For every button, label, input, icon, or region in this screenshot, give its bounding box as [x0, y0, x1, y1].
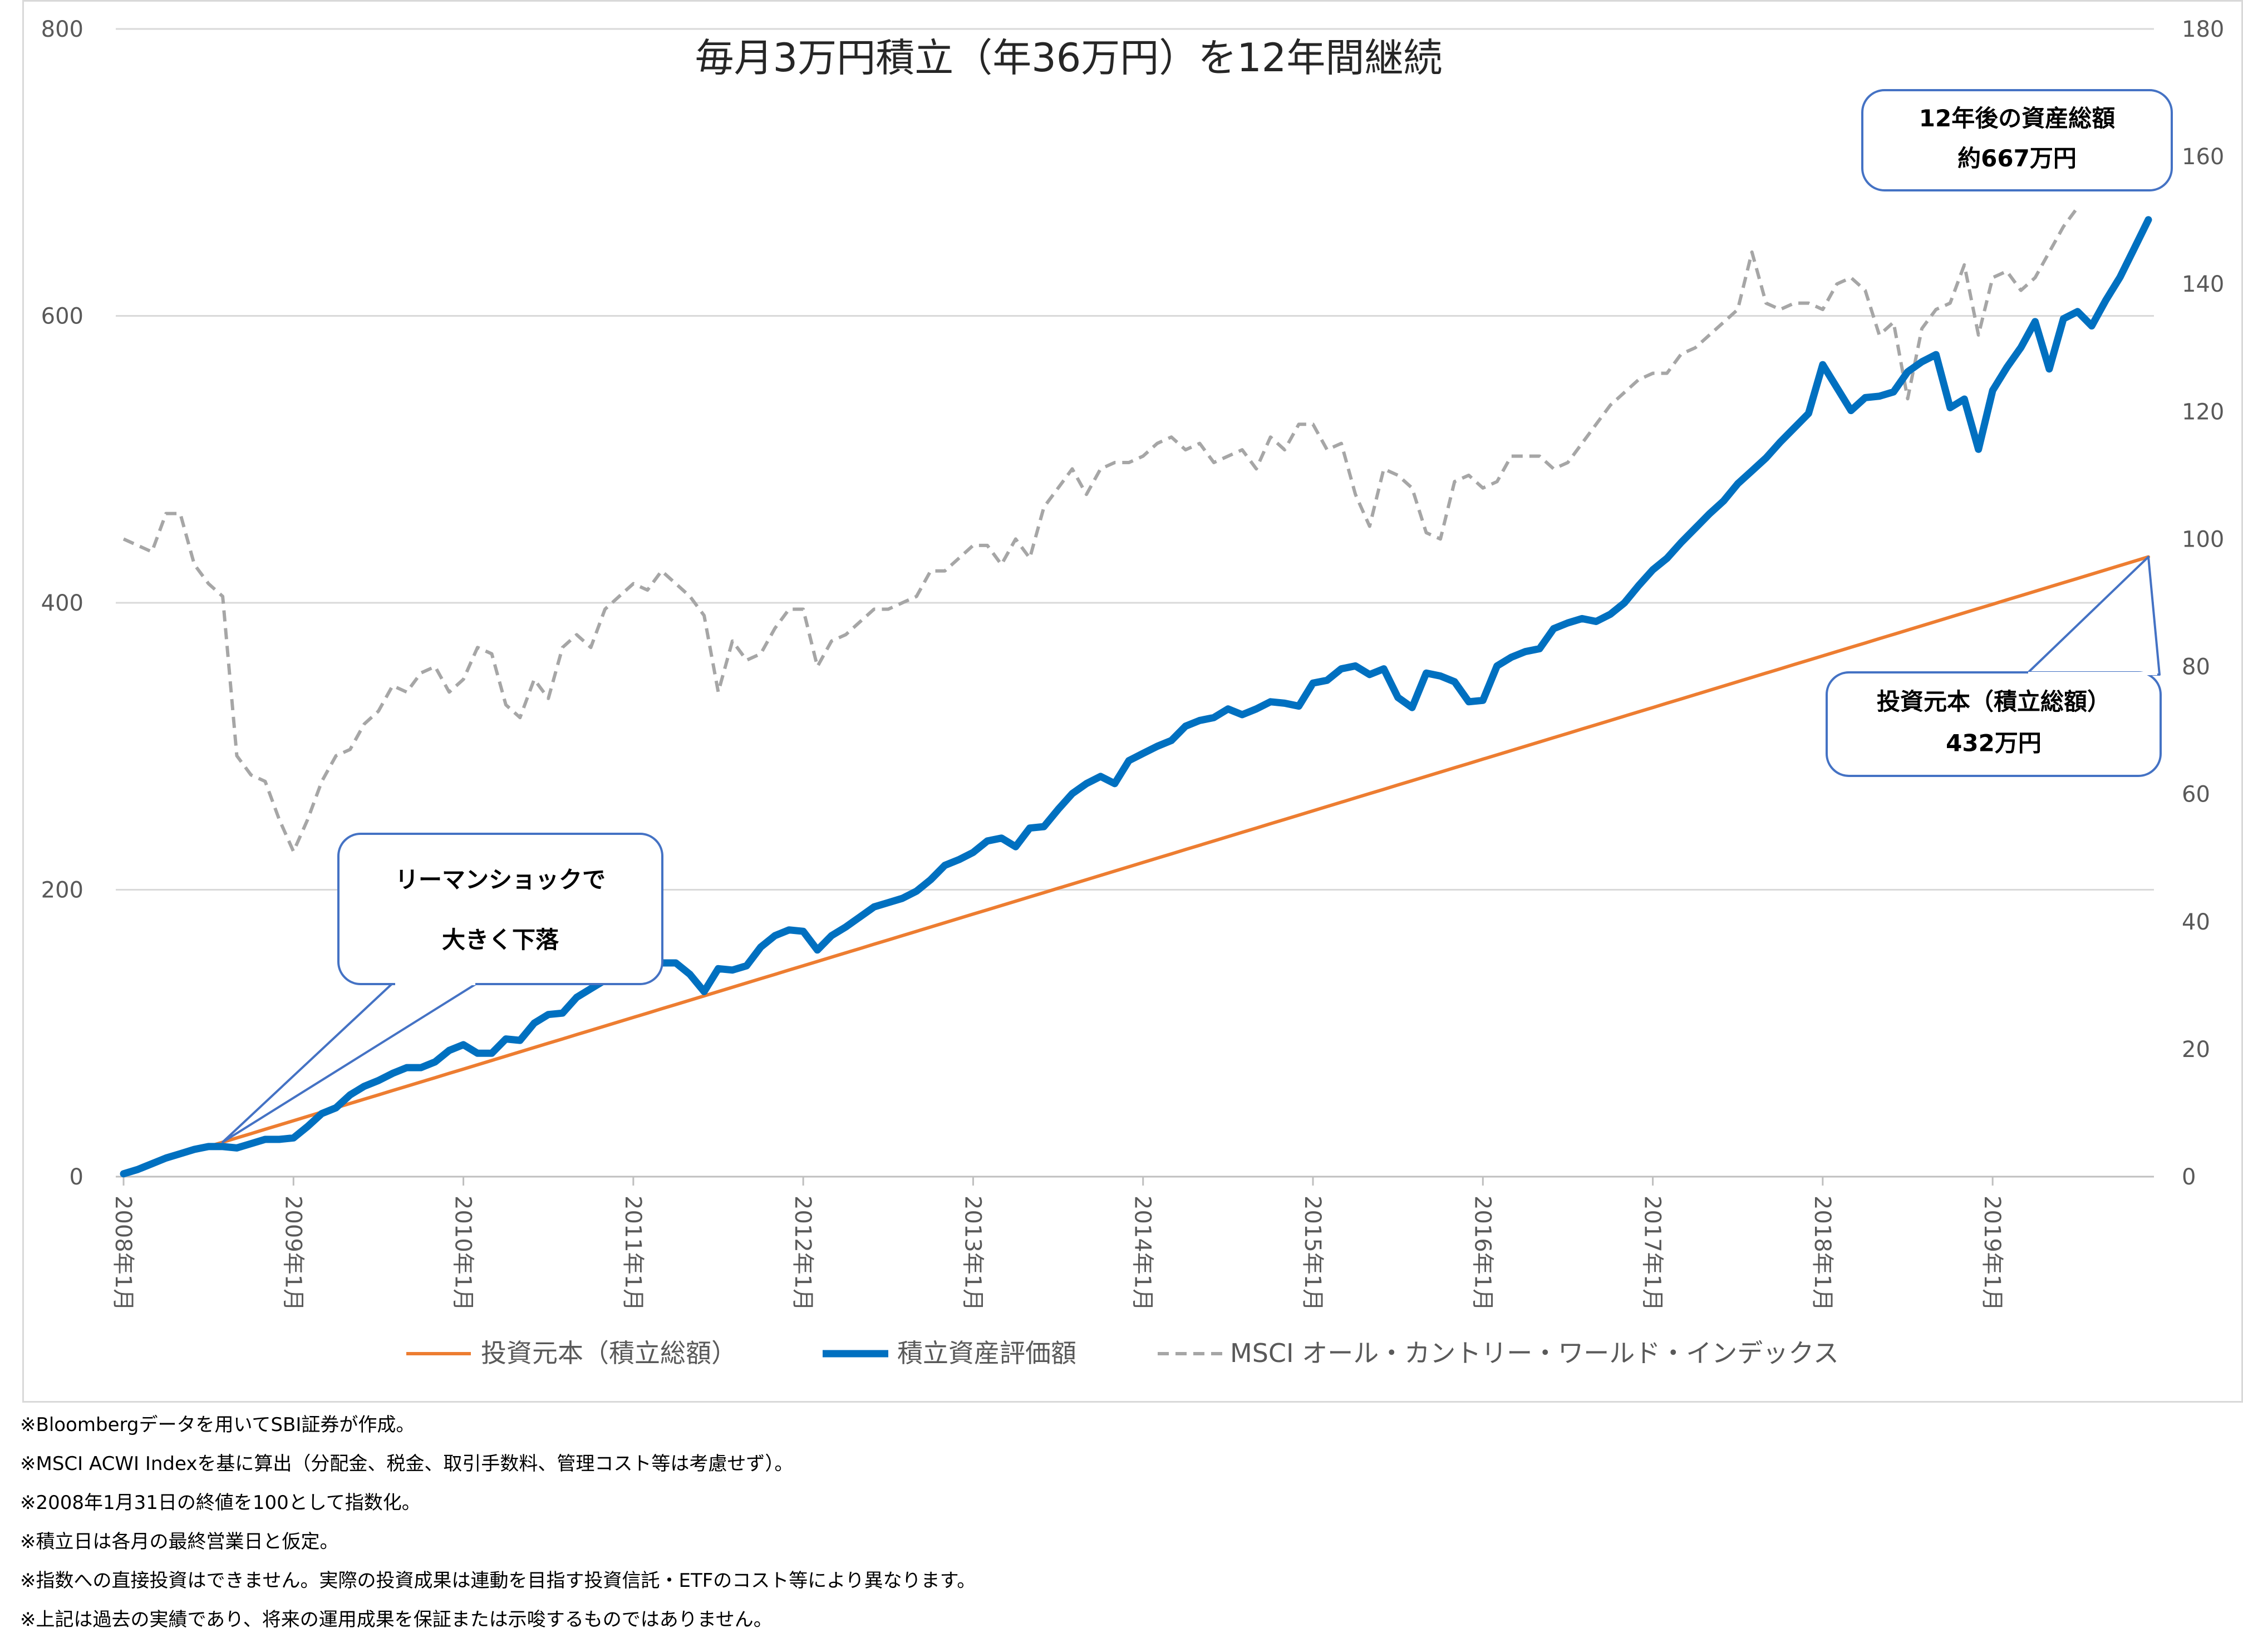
legend-label: MSCI オール・カントリー・ワールド・インデックス: [1230, 1338, 1839, 1368]
principal-callout-text: 投資元本（積立総額）: [1877, 688, 2111, 715]
y-right-tick-label: 160: [2182, 144, 2224, 170]
y-right-tick-label: 120: [2182, 399, 2224, 425]
final-value-callout-text: 約667万円: [1957, 145, 2077, 172]
y-left-tick-label: 200: [41, 878, 83, 903]
y-right-tick-label: 80: [2182, 655, 2210, 680]
x-tick-label: 2008年1月: [110, 1196, 136, 1311]
x-tick-label: 2011年1月: [620, 1196, 646, 1311]
x-tick-label: 2019年1月: [1979, 1196, 2005, 1311]
footnote: ※2008年1月31日の終値を100として指数化。: [20, 1492, 421, 1514]
lehman-callout-text: リーマンショックで: [395, 866, 606, 893]
principal-callout-text: 432万円: [1946, 729, 2042, 756]
legend-label: 投資元本（積立総額）: [481, 1338, 737, 1368]
legend-label: 積立資産評価額: [897, 1338, 1076, 1368]
final-value-callout-box: [1861, 89, 2173, 191]
chart-frame: [22, 0, 2243, 1403]
footnote: ※MSCI ACWI Indexを基に算出（分配金、税金、取引手数料、管理コスト…: [20, 1453, 794, 1475]
y-right-tick-label: 100: [2182, 527, 2224, 552]
x-tick-label: 2010年1月: [450, 1196, 476, 1311]
y-right-tick-label: 0: [2182, 1164, 2196, 1190]
y-left-tick-label: 600: [41, 304, 83, 330]
chart: 0 200 400 600 800 0 20 40 60 80 100 120 140 160 180 200…: [41, 17, 2225, 1368]
series-line-2: [122, 206, 2079, 853]
y-left-tick-label: 0: [70, 1164, 83, 1190]
footnote: ※Bloombergデータを用いてSBI証券が作成。: [20, 1414, 415, 1436]
lehman-callout-box: [337, 833, 663, 985]
y-left-tick-label: 800: [41, 17, 83, 42]
x-tick-label: 2017年1月: [1640, 1196, 1665, 1311]
y-right-tick-label: 180: [2182, 17, 2224, 42]
footnote: ※積立日は各月の最終営業日と仮定。: [20, 1531, 339, 1553]
footnote: ※上記は過去の実績であり、将来の運用成果を保証または示唆するものではありません。: [20, 1609, 773, 1631]
x-tick-label: 2014年1月: [1130, 1196, 1155, 1311]
x-tick-label: 2012年1月: [790, 1196, 815, 1311]
axes: 0 200 400 600 800 0 20 40 60 80 100 120 140 160 180 200…: [41, 17, 2225, 1311]
lehman-callout-text: 大きく下落: [442, 926, 559, 953]
x-tick-label: 2016年1月: [1469, 1196, 1495, 1311]
y-right-tick-label: 40: [2182, 909, 2210, 935]
y-left-tick-label: 400: [41, 591, 83, 616]
footnote: ※指数への直接投資はできません。実際の投資成果は連動を目指す投資信託・ETFのコ…: [20, 1570, 976, 1592]
final-value-callout-text: 12年後の資産総額: [1919, 105, 2115, 132]
x-tick-label: 2015年1月: [1300, 1196, 1325, 1311]
series: [120, 206, 2152, 1178]
principal-callout-box: [1826, 671, 2162, 777]
y-right-tick-label: 60: [2182, 782, 2210, 808]
footnotes: ※Bloombergデータを用いてSBI証券が作成。 ※MSCI ACWI In…: [20, 1405, 976, 1639]
y-right-tick-label: 20: [2182, 1037, 2210, 1063]
x-tick-label: 2013年1月: [960, 1196, 985, 1311]
y-right-tick-label: 140: [2182, 272, 2224, 297]
x-tick-label: 2018年1月: [1809, 1196, 1835, 1311]
x-tick-label: 2009年1月: [280, 1196, 306, 1311]
series-line-1: [120, 216, 2152, 1178]
legend: 投資元本（積立総額） 積立資産評価額 MSCI オール・カントリー・ワールド・インデ…: [406, 1338, 1839, 1368]
chart-title: 毎月3万円積立（年36万円）を12年間継続: [695, 35, 1443, 81]
series-line-0: [122, 555, 2150, 1174]
